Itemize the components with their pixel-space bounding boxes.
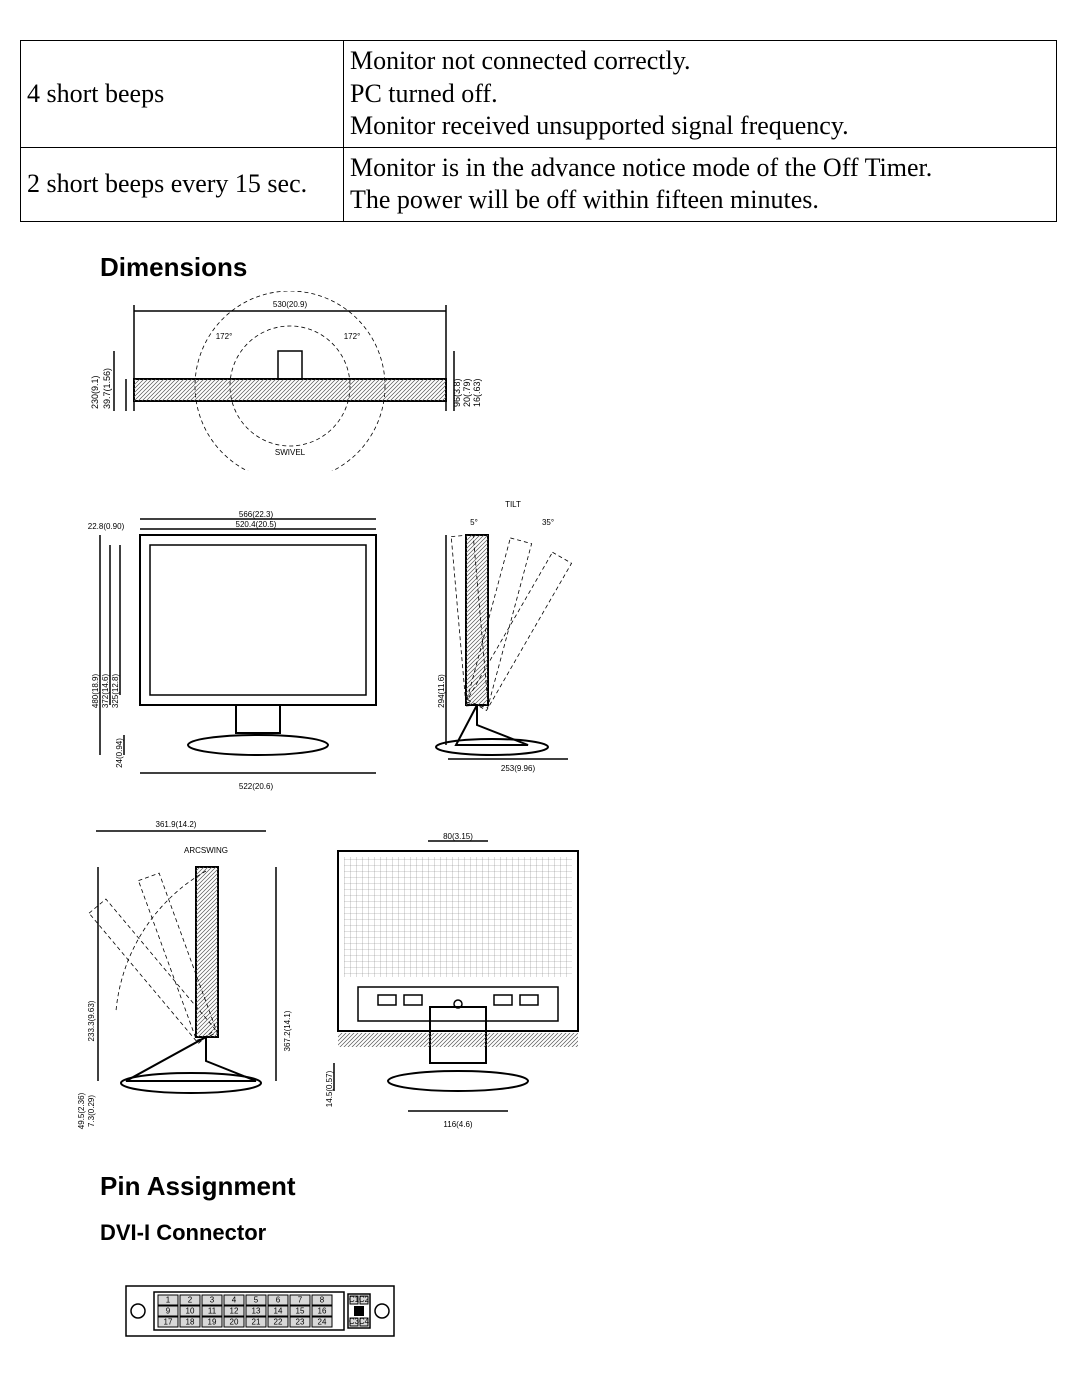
svg-text:172°: 172° (344, 332, 361, 341)
svg-text:35°: 35° (542, 518, 554, 527)
svg-text:TILT: TILT (505, 500, 521, 509)
svg-text:16: 16 (318, 1306, 327, 1315)
svg-text:SWIVEL: SWIVEL (275, 448, 306, 457)
svg-text:1: 1 (166, 1295, 171, 1304)
svg-text:325(12.8): 325(12.8) (111, 673, 120, 708)
dimensions-rear-view: .ln{stroke:#000;stroke-width:1;fill:none… (308, 811, 608, 1141)
svg-text:5: 5 (254, 1295, 259, 1304)
svg-text:14.5(0.57): 14.5(0.57) (325, 1070, 334, 1107)
svg-text:172°: 172° (216, 332, 233, 341)
svg-text:21: 21 (252, 1317, 261, 1326)
svg-text:7.3(0.29): 7.3(0.29) (87, 1094, 96, 1126)
svg-text:C4: C4 (359, 1317, 370, 1326)
svg-text:522(20.6): 522(20.6) (239, 782, 274, 791)
dimensions-side-tilt-view: .ln{stroke:#000;stroke-width:1;fill:none… (428, 491, 598, 791)
svg-text:49.5(2.36): 49.5(2.36) (77, 1092, 86, 1129)
table-row: 4 short beeps Monitor not connected corr… (21, 41, 1057, 148)
svg-text:19: 19 (208, 1317, 217, 1326)
svg-text:20(.79): 20(.79) (462, 378, 472, 407)
svg-text:361.9(14.2): 361.9(14.2) (156, 820, 197, 829)
svg-text:10: 10 (186, 1306, 195, 1315)
svg-text:20: 20 (230, 1317, 239, 1326)
svg-text:2: 2 (188, 1295, 193, 1304)
svg-text:C2: C2 (359, 1295, 370, 1304)
svg-text:367.2(14.1): 367.2(14.1) (283, 1010, 292, 1051)
svg-text:4: 4 (232, 1295, 237, 1304)
svg-text:6: 6 (276, 1295, 281, 1304)
svg-text:80(3.15): 80(3.15) (443, 832, 473, 841)
dimensions-front-view: .ln{stroke:#000;stroke-width:1;fill:none… (56, 491, 416, 791)
svg-text:22: 22 (274, 1317, 283, 1326)
svg-text:7: 7 (298, 1295, 303, 1304)
svg-text:23: 23 (296, 1317, 305, 1326)
svg-text:24(0.94): 24(0.94) (115, 737, 124, 767)
dimensions-heading: Dimensions (100, 252, 1060, 283)
svg-text:12: 12 (230, 1306, 239, 1315)
svg-text:14: 14 (274, 1306, 283, 1315)
svg-text:253(9.96): 253(9.96) (501, 764, 536, 773)
svg-text:230(9.1): 230(9.1) (90, 375, 100, 409)
svg-text:13: 13 (252, 1306, 261, 1315)
document-page: 4 short beeps Monitor not connected corr… (0, 0, 1080, 1397)
svg-text:39.7(1.56): 39.7(1.56) (102, 367, 112, 408)
beep-meaning-cell: Monitor is in the advance notice mode of… (344, 147, 1057, 221)
svg-text:11: 11 (208, 1306, 217, 1315)
svg-text:17: 17 (164, 1317, 173, 1326)
svg-text:5°: 5° (470, 518, 478, 527)
svg-text:372(14.6): 372(14.6) (101, 673, 110, 708)
svg-text:233.3(9.63): 233.3(9.63) (87, 1000, 96, 1041)
dimensions-arcswing-view: .ln{stroke:#000;stroke-width:1;fill:none… (56, 811, 296, 1141)
svg-text:530(20.9): 530(20.9) (273, 300, 308, 309)
svg-text:ARCSWING: ARCSWING (184, 846, 228, 855)
dimensions-top-view: .ln{stroke:#000;stroke-width:1;fill:none… (56, 291, 496, 471)
svg-text:3: 3 (210, 1295, 215, 1304)
svg-text:294(11.6): 294(11.6) (437, 673, 446, 707)
svg-text:22.8(0.90): 22.8(0.90) (88, 522, 125, 531)
svg-text:18: 18 (186, 1317, 195, 1326)
dimension-diagrams: .ln{stroke:#000;stroke-width:1;fill:none… (56, 291, 1060, 1141)
svg-text:566(22.3): 566(22.3) (239, 510, 274, 519)
svg-text:116(4.6): 116(4.6) (443, 1120, 473, 1129)
svg-text:8: 8 (320, 1295, 325, 1304)
pin-assignment-heading: Pin Assignment (100, 1171, 1060, 1202)
dvi-connector-heading: DVI-I Connector (100, 1220, 1060, 1246)
svg-text:520.4(20.5): 520.4(20.5) (236, 520, 277, 529)
beep-meaning-cell: Monitor not connected correctly. PC turn… (344, 41, 1057, 148)
table-row: 2 short beeps every 15 sec. Monitor is i… (21, 147, 1057, 221)
svg-text:480(18.9): 480(18.9) (91, 673, 100, 708)
beep-signal-cell: 2 short beeps every 15 sec. (21, 147, 344, 221)
svg-text:C5: C5 (354, 1307, 365, 1316)
beep-signal-table: 4 short beeps Monitor not connected corr… (20, 40, 1057, 222)
svg-text:15: 15 (296, 1306, 305, 1315)
svg-text:9: 9 (166, 1306, 171, 1315)
dvi-connector-diagram: .ln{stroke:#000;stroke-width:1.5;fill:no… (120, 1266, 1060, 1356)
svg-text:24: 24 (318, 1317, 327, 1326)
beep-signal-cell: 4 short beeps (21, 41, 344, 148)
svg-text:16(.63): 16(.63) (472, 378, 482, 407)
